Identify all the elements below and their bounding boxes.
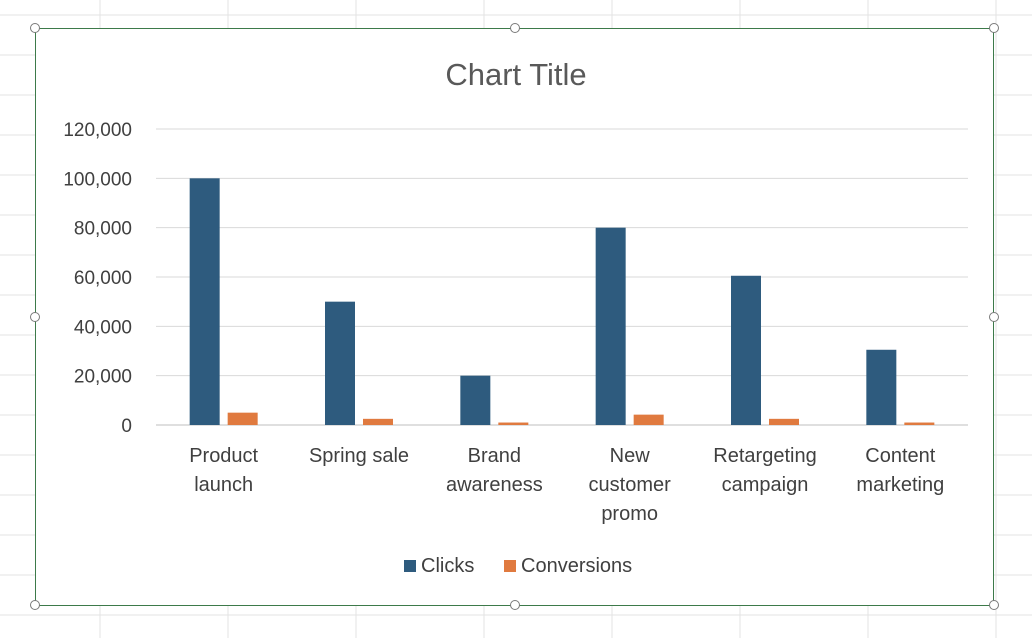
- chart-area[interactable]: Chart Title 0 20,000 40,000 60,000 80,000 100…: [35, 28, 994, 606]
- y-axis-tick-labels: 0 20,000 40,000 60,000 80,000 100,000 120,000: [63, 120, 132, 437]
- y-tick-label: 60,000: [74, 268, 132, 289]
- category-label: Brand awareness: [446, 445, 543, 496]
- y-tick-label: 40,000: [74, 317, 132, 338]
- resize-handle-top-right[interactable]: [989, 23, 999, 33]
- bar-series[interactable]: [189, 178, 935, 425]
- resize-handle-top-left[interactable]: [30, 23, 40, 33]
- legend-label-conversions[interactable]: Conversions: [521, 555, 632, 577]
- bar-conversions[interactable]: [633, 414, 664, 425]
- category-label: Content marketing: [856, 445, 944, 496]
- category-label: New customer promo: [589, 445, 672, 525]
- y-tick-label: 20,000: [74, 367, 132, 388]
- legend-swatch-conversions: [504, 560, 516, 572]
- resize-handle-middle-left[interactable]: [30, 312, 40, 322]
- bar-clicks[interactable]: [595, 227, 626, 425]
- bar-conversions[interactable]: [769, 418, 799, 425]
- chart-canvas: Chart Title 0 20,000 40,000 60,000 80,000 100…: [63, 57, 968, 577]
- gridlines: [156, 128, 968, 426]
- bar-clicks[interactable]: [325, 301, 355, 425]
- bar-conversions[interactable]: [904, 422, 935, 425]
- y-tick-label: 80,000: [74, 219, 132, 240]
- bar-conversions[interactable]: [227, 412, 258, 425]
- y-tick-label: 100,000: [63, 169, 132, 190]
- bar-conversions[interactable]: [498, 422, 529, 425]
- legend-swatch-clicks: [404, 560, 416, 572]
- resize-handle-bottom-center[interactable]: [510, 600, 520, 610]
- chart-title[interactable]: Chart Title: [445, 57, 586, 92]
- y-tick-label: 0: [121, 416, 132, 437]
- x-axis-category-labels: Product launch Spring sale Brand awareness Ne…: [189, 445, 944, 525]
- y-tick-label: 120,000: [63, 120, 132, 141]
- category-label: Retargeting campaign: [713, 445, 816, 496]
- legend[interactable]: Clicks Conversions: [404, 555, 632, 577]
- category-label: Spring sale: [309, 445, 409, 467]
- bar-conversions[interactable]: [363, 418, 393, 425]
- category-label: Product launch: [189, 445, 258, 496]
- bar-clicks[interactable]: [866, 349, 897, 425]
- resize-handle-bottom-right[interactable]: [989, 600, 999, 610]
- bar-clicks[interactable]: [189, 178, 220, 425]
- resize-handle-top-center[interactable]: [510, 23, 520, 33]
- bar-clicks[interactable]: [460, 375, 491, 425]
- legend-label-clicks[interactable]: Clicks: [421, 555, 474, 577]
- bar-clicks[interactable]: [731, 275, 761, 425]
- resize-handle-middle-right[interactable]: [989, 312, 999, 322]
- resize-handle-bottom-left[interactable]: [30, 600, 40, 610]
